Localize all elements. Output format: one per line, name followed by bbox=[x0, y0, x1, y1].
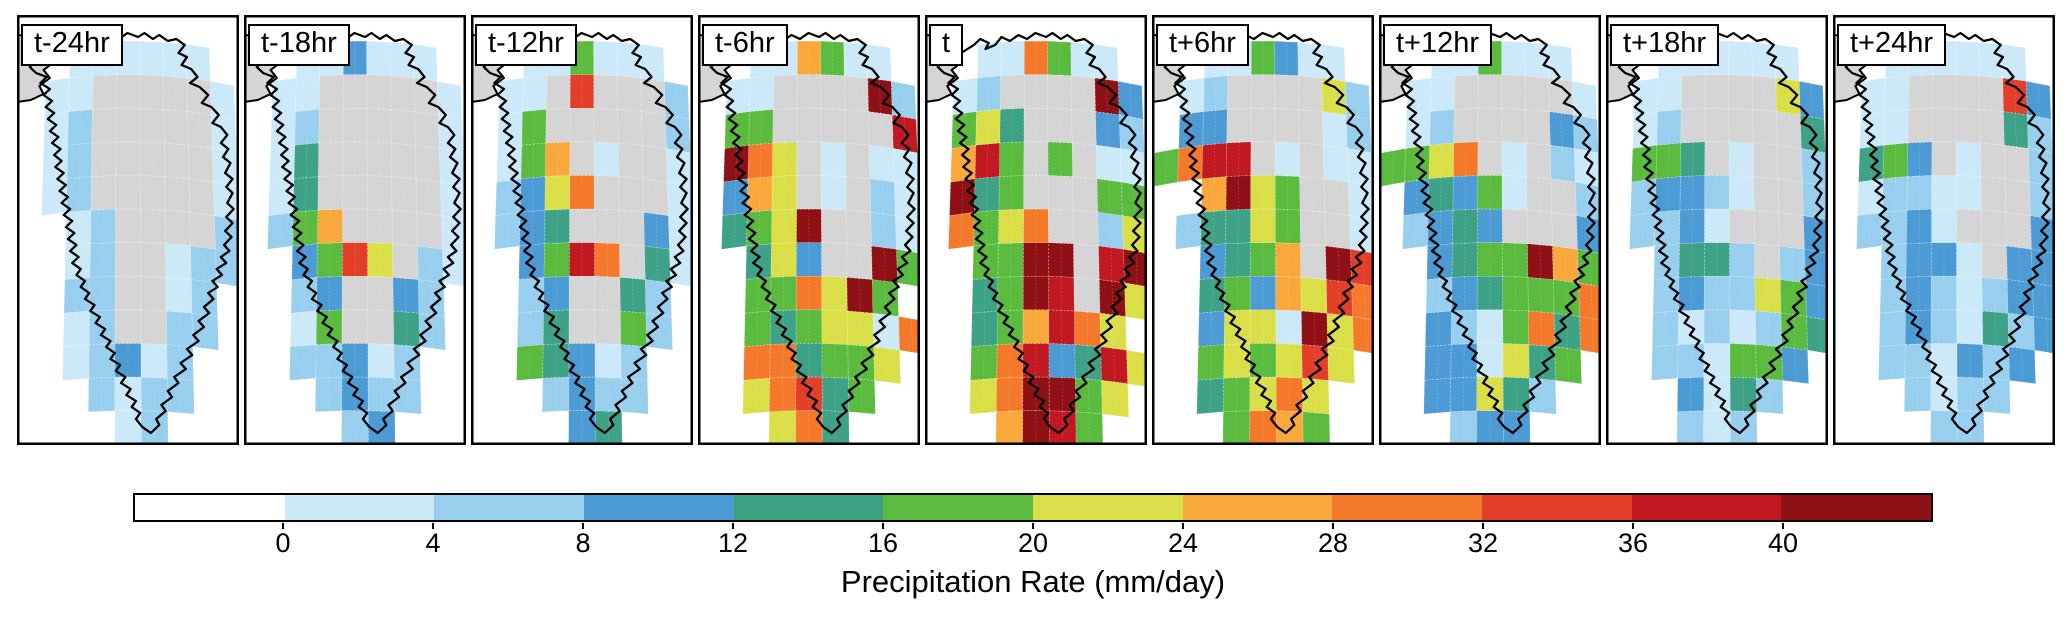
map-panel-5: t+6hr bbox=[1152, 15, 1374, 445]
greenland-coastline bbox=[1617, 31, 1824, 435]
precip-cells bbox=[721, 40, 920, 445]
map-panel-8: t+24hr bbox=[1833, 15, 2055, 445]
greenland-coastline bbox=[1844, 31, 2051, 435]
colorbar-tick-label: 4 bbox=[425, 528, 441, 558]
colorbar-segment-2 bbox=[434, 495, 585, 520]
panel-border bbox=[1379, 15, 1601, 445]
colorbar-tick-label: 40 bbox=[1767, 528, 1799, 558]
greenland-coastline bbox=[936, 31, 1143, 435]
panel-strip: t-24hr t-18hr t-12hr t-6hr t t+6hr t+12hr t+18h… bbox=[17, 15, 2055, 445]
colorbar-segment-7 bbox=[1182, 495, 1333, 520]
greenland-coastline bbox=[255, 31, 462, 435]
panel-label: t bbox=[929, 24, 964, 66]
greenland-map bbox=[698, 15, 920, 445]
colorbar-tick bbox=[1482, 523, 1484, 529]
colorbar-segment-11 bbox=[1781, 495, 1932, 520]
greenland-map bbox=[1606, 15, 1828, 445]
colorbar-tick bbox=[1632, 523, 1634, 529]
greenland-map bbox=[1152, 15, 1374, 445]
greenland-map bbox=[471, 15, 693, 445]
greenland-coastline bbox=[28, 31, 235, 435]
colorbar-tick bbox=[1182, 523, 1184, 529]
panel-label: t+18hr bbox=[1610, 24, 1720, 66]
map-panel-7: t+18hr bbox=[1606, 15, 1828, 445]
colorbar-segment-8 bbox=[1332, 495, 1483, 520]
panel-border bbox=[17, 15, 239, 445]
panel-label: t-6hr bbox=[702, 24, 788, 66]
colorbar-tick-label: 24 bbox=[1167, 528, 1199, 558]
colorbar-segment-5 bbox=[883, 495, 1034, 520]
colorbar-tick-label: 12 bbox=[717, 528, 749, 558]
map-panel-1: t-18hr bbox=[244, 15, 466, 445]
colorbar-tick-label: 16 bbox=[867, 528, 899, 558]
greenland-coastline bbox=[709, 31, 916, 435]
colorbar-tick-label: 28 bbox=[1317, 528, 1349, 558]
colorbar-tick bbox=[882, 523, 884, 529]
panel-label: t-24hr bbox=[21, 24, 123, 66]
colorbar-segment-10 bbox=[1631, 495, 1782, 520]
colorbar-tick bbox=[1032, 523, 1034, 529]
panel-label: t+24hr bbox=[1837, 24, 1947, 66]
colorbar-tick bbox=[1332, 523, 1334, 529]
panel-border bbox=[925, 15, 1147, 445]
colorbar-tick bbox=[582, 523, 584, 529]
greenland-coastline bbox=[482, 31, 689, 435]
map-panel-3: t-6hr bbox=[698, 15, 920, 445]
colorbar-tick bbox=[1782, 523, 1784, 529]
colorbar-tick bbox=[432, 523, 434, 529]
greenland-map bbox=[244, 15, 466, 445]
colorbar-segment-0 bbox=[135, 495, 285, 520]
panel-border bbox=[1833, 15, 2055, 445]
colorbar-title: Precipitation Rate (mm/day) bbox=[840, 564, 1226, 599]
greenland-map bbox=[1833, 15, 2055, 445]
map-panel-0: t-24hr bbox=[17, 15, 239, 445]
panel-border bbox=[244, 15, 466, 445]
greenland-coastline bbox=[1163, 31, 1370, 435]
precip-cells bbox=[948, 40, 1147, 445]
map-panel-2: t-12hr bbox=[471, 15, 693, 445]
colorbar-tick bbox=[282, 523, 284, 529]
panel-border bbox=[1606, 15, 1828, 445]
panel-border bbox=[698, 15, 920, 445]
colorbar-tick bbox=[732, 523, 734, 529]
colorbar-tick-label: 20 bbox=[1017, 528, 1049, 558]
panel-label: t+6hr bbox=[1156, 24, 1249, 66]
colorbar-segment-4 bbox=[733, 495, 884, 520]
map-panel-4: t bbox=[925, 15, 1147, 445]
colorbar-tick-label: 32 bbox=[1467, 528, 1499, 558]
panel-border bbox=[1152, 15, 1374, 445]
panel-border bbox=[471, 15, 693, 445]
colorbar-tick-label: 36 bbox=[1617, 528, 1649, 558]
colorbar-tick-label: 0 bbox=[275, 528, 291, 558]
greenland-map bbox=[17, 15, 239, 445]
greenland-coastline bbox=[1390, 31, 1597, 435]
panel-label: t+12hr bbox=[1383, 24, 1493, 66]
colorbar-tick-label: 8 bbox=[575, 528, 591, 558]
precip-cells bbox=[494, 40, 693, 445]
colorbar-segment-6 bbox=[1033, 495, 1183, 520]
panel-label: t-12hr bbox=[475, 24, 577, 66]
colorbar-segment-1 bbox=[284, 495, 435, 520]
colorbar-segment-9 bbox=[1482, 495, 1632, 520]
greenland-map bbox=[1379, 15, 1601, 445]
greenland-map bbox=[925, 15, 1147, 445]
colorbar-segment-3 bbox=[584, 495, 734, 520]
colorbar bbox=[133, 493, 1933, 522]
map-panel-6: t+12hr bbox=[1379, 15, 1601, 445]
panel-label: t-18hr bbox=[248, 24, 350, 66]
